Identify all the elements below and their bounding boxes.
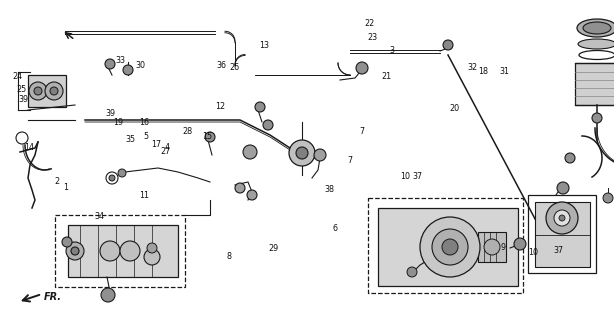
Text: 7: 7 — [360, 127, 365, 136]
Circle shape — [554, 210, 570, 226]
Text: 10: 10 — [528, 248, 538, 257]
Text: 11: 11 — [139, 191, 149, 200]
Circle shape — [247, 190, 257, 200]
Circle shape — [243, 145, 257, 159]
Circle shape — [29, 82, 47, 100]
Text: 20: 20 — [449, 104, 459, 113]
Text: 36: 36 — [216, 61, 226, 70]
Text: 23: 23 — [368, 33, 378, 42]
Circle shape — [407, 267, 417, 277]
Bar — [378, 208, 518, 286]
Text: 3: 3 — [389, 46, 394, 55]
Text: 27: 27 — [161, 147, 171, 156]
Circle shape — [356, 62, 368, 74]
Text: 35: 35 — [125, 135, 135, 144]
Circle shape — [289, 140, 315, 166]
Circle shape — [420, 217, 480, 277]
Circle shape — [484, 239, 500, 255]
Text: 30: 30 — [135, 61, 145, 70]
Text: 19: 19 — [113, 118, 123, 127]
Circle shape — [71, 247, 79, 255]
Bar — [68, 225, 178, 277]
Circle shape — [557, 182, 569, 194]
Text: 22: 22 — [364, 19, 374, 28]
Circle shape — [592, 113, 602, 123]
Text: 17: 17 — [152, 140, 161, 149]
Circle shape — [603, 193, 613, 203]
Text: 10: 10 — [400, 172, 410, 181]
Text: 28: 28 — [182, 127, 192, 136]
Text: 12: 12 — [215, 102, 225, 111]
Text: 9: 9 — [501, 243, 506, 252]
Text: 21: 21 — [382, 72, 392, 81]
Text: 34: 34 — [95, 212, 104, 220]
Text: 39: 39 — [106, 109, 115, 118]
Circle shape — [559, 215, 565, 221]
Text: 6: 6 — [332, 224, 337, 233]
Circle shape — [50, 87, 58, 95]
Text: 14: 14 — [24, 143, 34, 152]
Bar — [478, 232, 506, 262]
Text: 33: 33 — [115, 56, 125, 65]
Text: FR.: FR. — [44, 292, 62, 302]
Circle shape — [100, 241, 120, 261]
Text: 31: 31 — [500, 67, 510, 76]
Circle shape — [34, 87, 42, 95]
Text: 8: 8 — [227, 252, 231, 261]
Ellipse shape — [578, 39, 614, 49]
Circle shape — [442, 239, 458, 255]
Text: 18: 18 — [478, 67, 488, 76]
Text: 16: 16 — [139, 118, 149, 127]
Circle shape — [123, 65, 133, 75]
Text: 24: 24 — [12, 72, 22, 81]
Circle shape — [263, 120, 273, 130]
Text: 15: 15 — [202, 132, 212, 141]
Bar — [55, 215, 185, 287]
Circle shape — [62, 237, 72, 247]
Bar — [28, 75, 66, 107]
Circle shape — [101, 288, 115, 302]
Circle shape — [432, 229, 468, 265]
Circle shape — [45, 82, 63, 100]
Circle shape — [443, 40, 453, 50]
Text: 2: 2 — [55, 177, 60, 186]
Circle shape — [120, 241, 140, 261]
Text: 39: 39 — [18, 95, 28, 104]
Text: 4: 4 — [165, 143, 169, 152]
Text: 7: 7 — [348, 156, 352, 164]
Text: 37: 37 — [554, 246, 564, 255]
Circle shape — [514, 238, 526, 250]
Text: 1: 1 — [63, 183, 68, 192]
Ellipse shape — [577, 19, 614, 37]
Circle shape — [105, 59, 115, 69]
Circle shape — [118, 169, 126, 177]
Ellipse shape — [583, 22, 611, 34]
Circle shape — [109, 175, 115, 181]
Circle shape — [205, 132, 215, 142]
Text: 38: 38 — [324, 185, 334, 194]
Text: 29: 29 — [269, 244, 279, 252]
Circle shape — [255, 102, 265, 112]
Bar — [535, 202, 590, 267]
Circle shape — [147, 243, 157, 253]
Text: 25: 25 — [17, 85, 26, 94]
Circle shape — [546, 202, 578, 234]
Bar — [528, 195, 596, 273]
Bar — [368, 198, 523, 293]
Circle shape — [66, 242, 84, 260]
Text: 32: 32 — [468, 63, 478, 72]
Text: 26: 26 — [230, 63, 239, 72]
Circle shape — [296, 147, 308, 159]
Circle shape — [144, 249, 160, 265]
Text: 37: 37 — [413, 172, 422, 181]
Circle shape — [235, 183, 245, 193]
Text: 13: 13 — [259, 41, 269, 50]
Bar — [575, 63, 614, 105]
Circle shape — [565, 153, 575, 163]
Circle shape — [314, 149, 326, 161]
Text: 5: 5 — [143, 132, 148, 141]
